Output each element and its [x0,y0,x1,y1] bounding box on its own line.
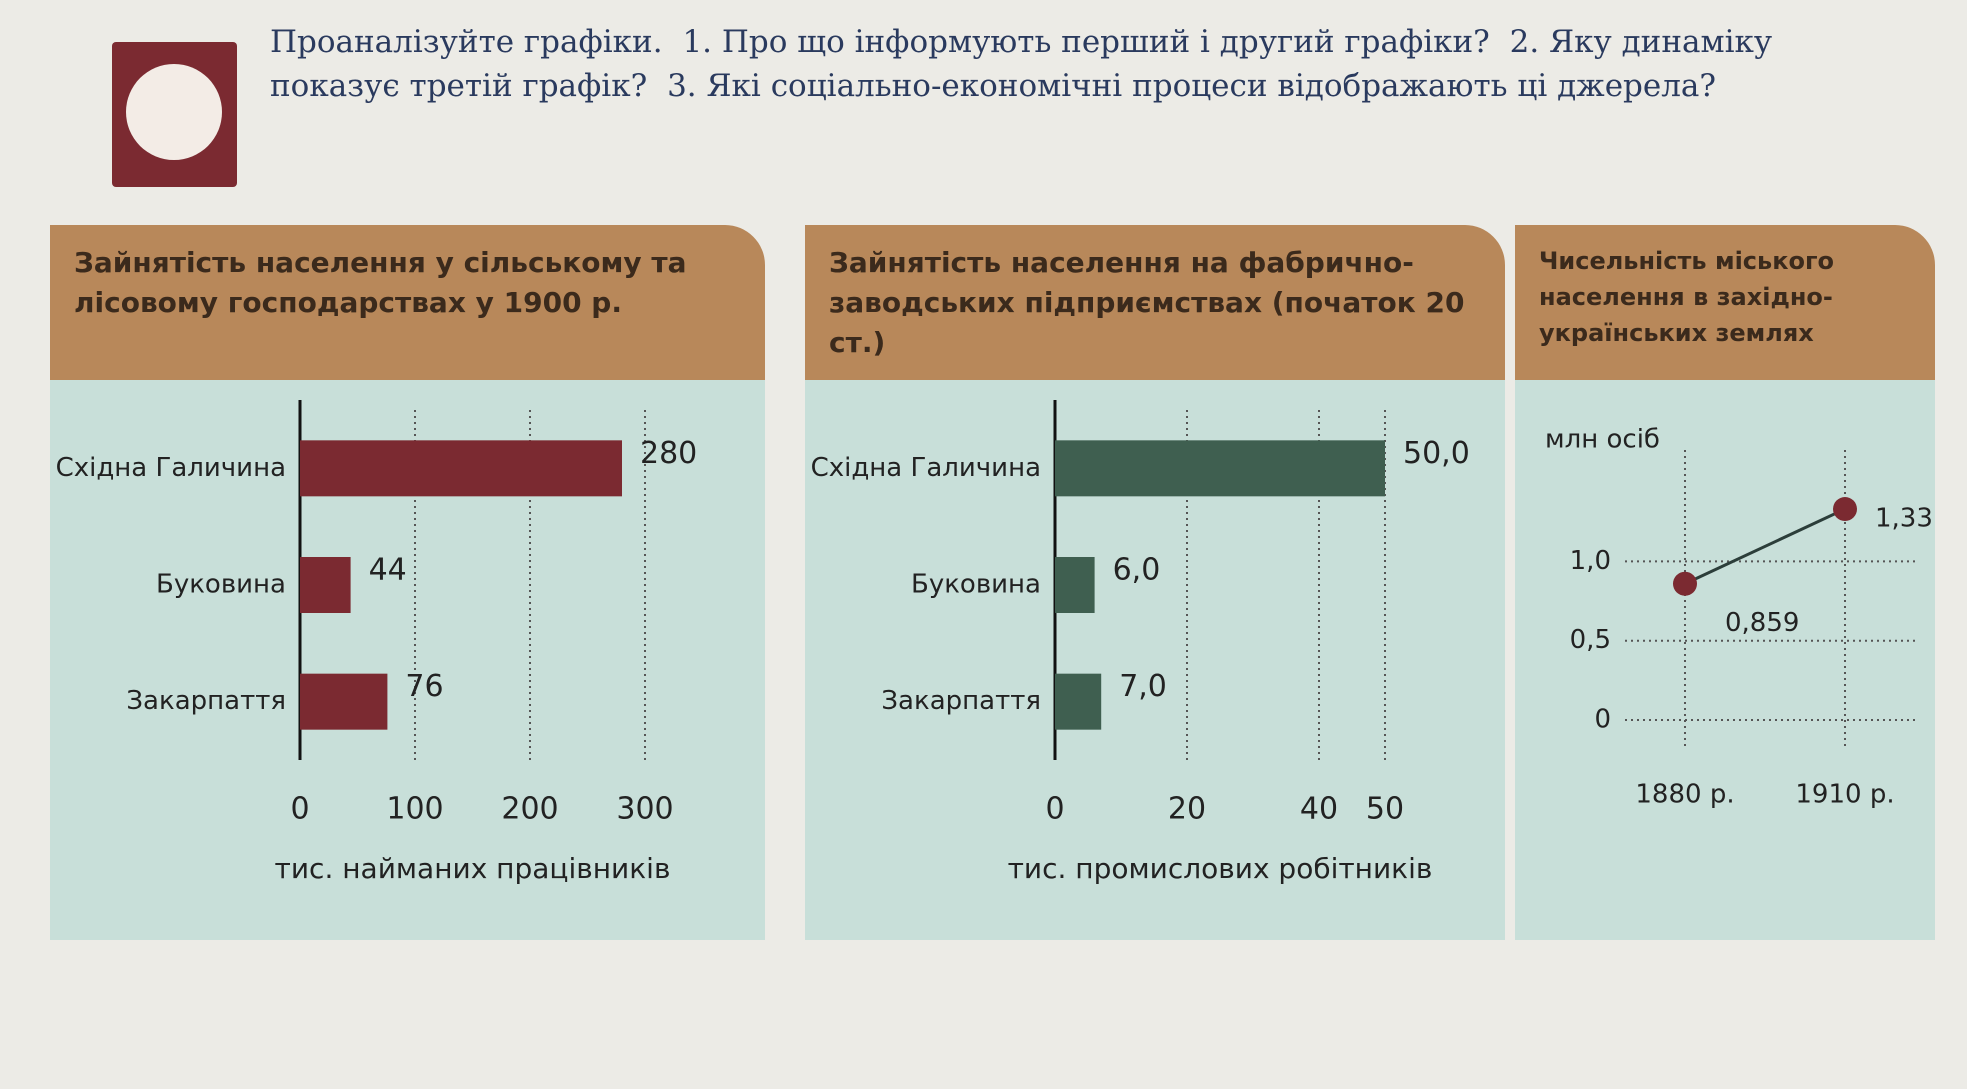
x-tick-label: 50 [1366,792,1404,827]
point [1833,497,1857,522]
chart-title: Чисельність міського населення в західно… [1515,225,1935,380]
chart: 0 100 200 300 Східна Галичина 280 Буковина 44 За… [56,400,697,885]
bar [300,557,351,613]
x-axis-label: тис. промислових робітників [1008,852,1433,885]
y-tick-label: 0,5 [1570,625,1611,655]
chart: млн осіб 0 0,5 1,0 1880 р. 1910 р. 0,859 1,33 [1545,425,1933,810]
question: 2. Яку динаміку показує третій графік? [270,24,1773,104]
question: 3. Які соціально-економічні процеси відо… [667,68,1717,104]
value-label: 0,859 [1725,608,1799,638]
chart-panel: Зайнятість населення на фабрично-заводсь… [805,225,1505,940]
task-icon [112,42,237,187]
value-label: 7,0 [1119,669,1167,704]
x-tick-label: 40 [1300,792,1338,827]
y-tick-label: 1,0 [1570,546,1611,576]
y-tick-label: 0 [1594,705,1611,735]
line [1684,507,1846,586]
chart: 0 20 40 50 Східна Галичина 50,0 Буковина 6,0 Зак… [811,400,1470,885]
task-lead: Проаналізуйте графіки. [270,24,663,60]
x-tick-label: 20 [1168,792,1206,827]
value-label: 50,0 [1403,436,1470,471]
x-tick-label: 1880 р. [1635,780,1734,810]
x-tick-label: 100 [386,792,443,827]
value-label: 44 [369,553,407,588]
value-label: 76 [405,669,443,704]
y-tick-label: Закарпаття [881,686,1041,716]
bar [300,673,388,730]
bar [1055,673,1102,730]
task-text: Проаналізуйте графіки. 1. Про що інформу… [270,20,1890,108]
value-label: 6,0 [1113,553,1161,588]
y-tick-label: Східна Галичина [811,453,1041,483]
x-tick-label: 200 [501,792,558,827]
x-tick-label: 300 [616,792,673,827]
bar [300,440,622,497]
x-tick-label: 0 [1045,792,1064,827]
point [1673,571,1697,596]
value-label: 280 [640,436,697,471]
y-tick-label: Східна Галичина [56,453,286,483]
x-tick-label: 1910 р. [1795,780,1894,810]
bar [1055,440,1385,497]
y-tick-label: Буковина [156,570,286,600]
chart-title: Зайнятість населення у сільському та ліс… [50,225,765,380]
chart-title: Зайнятість населення на фабрично-заводсь… [805,225,1505,380]
x-tick-label: 0 [290,792,309,827]
y-tick-label: Закарпаття [126,686,286,716]
bar [1055,557,1095,613]
y-tick-label: Буковина [911,570,1041,600]
chart-panel: Чисельність міського населення в західно… [1515,225,1935,940]
y-axis-label: млн осіб [1545,425,1660,455]
x-axis-label: тис. найманих працівників [275,852,671,885]
chart-panel: Зайнятість населення у сільському та ліс… [50,225,765,940]
value-label: 1,33 [1875,504,1933,534]
question: 1. Про що інформують перший і другий гра… [682,24,1490,60]
